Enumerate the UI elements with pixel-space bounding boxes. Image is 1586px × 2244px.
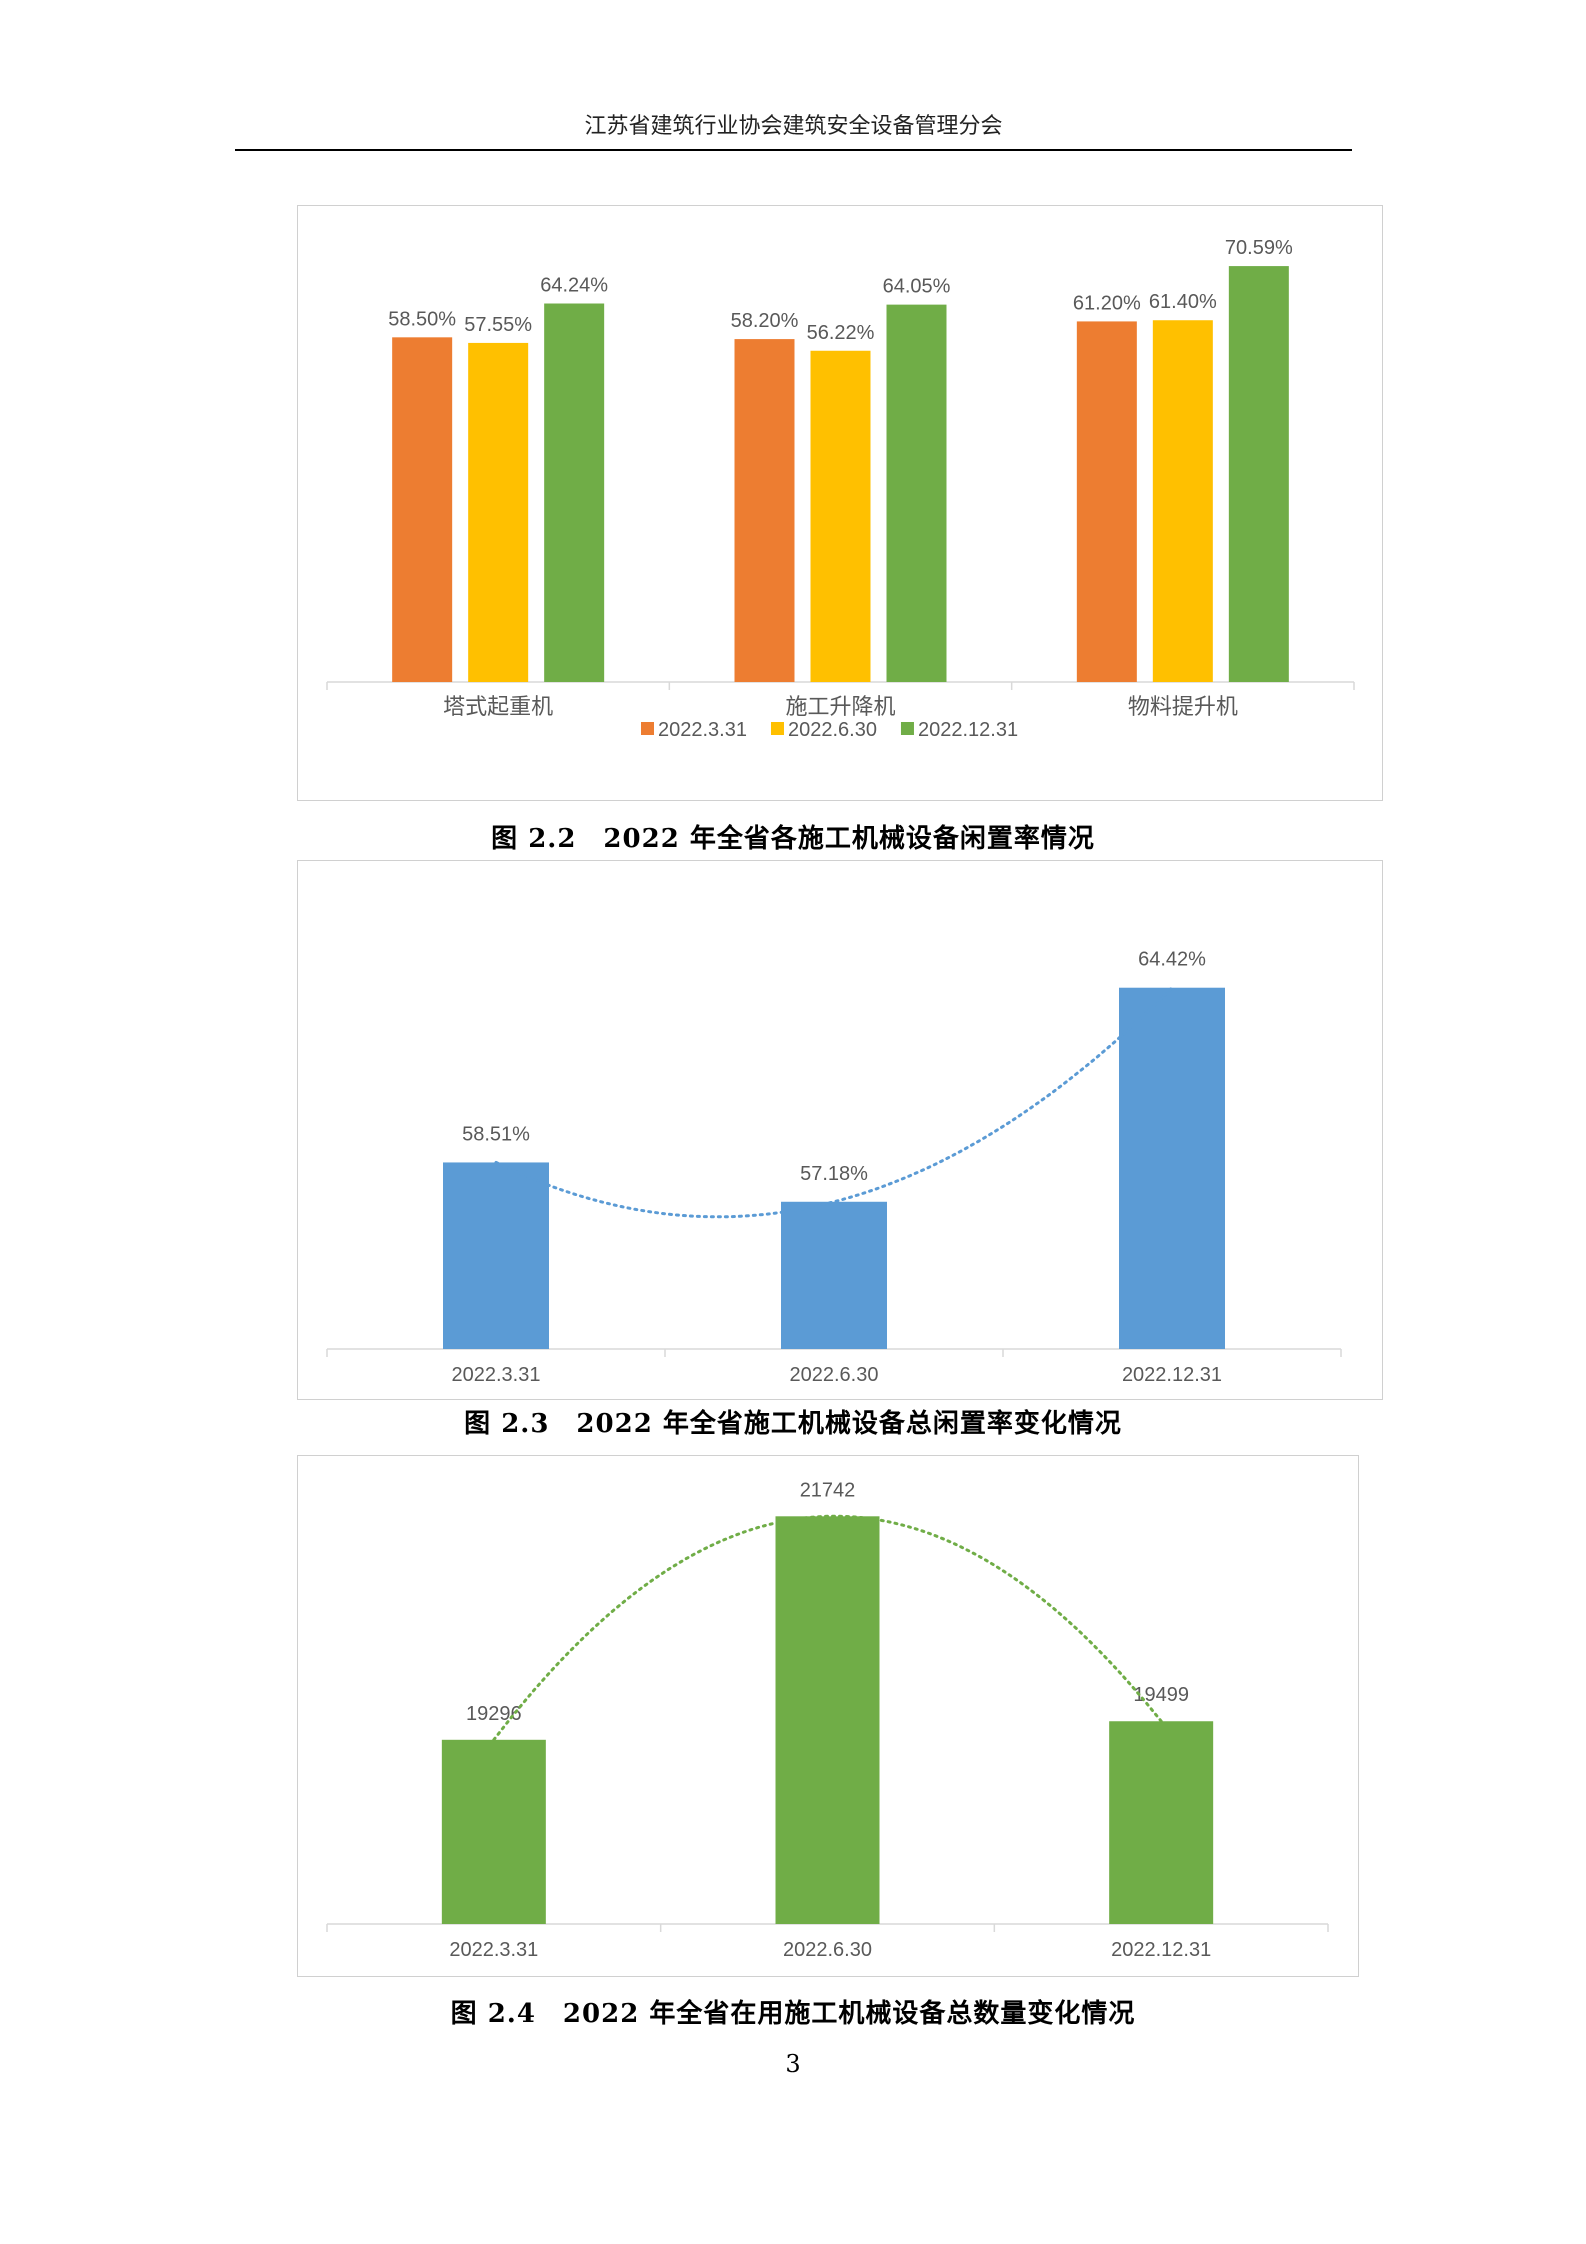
bar [1228,266,1289,682]
x-tick-label: 2022.12.31 [1122,1364,1222,1386]
chart-equipment-count: 19296 2022.3.31 21742 2022.6.30 19499 2022.12… [297,1455,1359,1977]
data-label: 21742 [800,1479,856,1501]
bar [886,304,947,682]
data-label: 19296 [466,1703,522,1725]
document-header: 江苏省建筑行业协会建筑安全设备管理分会 [584,114,1003,139]
bar [1109,1721,1214,1924]
trendline [492,1514,1163,1742]
data-label: 64.05% [883,276,951,298]
chart-total-idle-rate-svg: 58.51% 2022.3.31 57.18% 2022.6.30 64.42% 2022… [326,949,1342,1386]
data-label: 58.51% [462,1123,530,1145]
x-tick-label: 物料提升机 [1128,694,1238,719]
bar [1076,321,1137,682]
legend-label: 2022.6.30 [788,719,877,741]
data-label: 61.20% [1073,292,1141,314]
chart-total-idle-rate: 58.51% 2022.3.31 57.18% 2022.6.30 64.42% 2022… [297,860,1383,1400]
trendline [494,986,1174,1219]
x-tick-label: 2022.6.30 [783,1939,872,1961]
bar [392,337,453,682]
data-label: 57.18% [800,1163,868,1185]
chart-equipment-count-svg: 19296 2022.3.31 21742 2022.6.30 19499 2022.12… [326,1479,1329,1961]
caption-figure-2-4: 图 2.4 2022 年全省在用施工机械设备总数量变化情况 [450,1999,1136,2029]
header-rule [235,149,1352,151]
legend-swatch [770,722,784,735]
legend-label: 2022.12.31 [918,719,1018,741]
bar [781,1201,887,1349]
bar [468,342,529,682]
caption-figure-2-3: 图 2.3 2022 年全省施工机械设备总闲置率变化情况 [464,1409,1122,1439]
data-label: 57.55% [464,314,532,336]
bar [775,1516,880,1924]
page-number: 3 [785,2050,801,2078]
data-label: 56.22% [807,322,875,344]
data-label: 58.20% [731,310,799,332]
x-tick-label: 塔式起重机 [443,694,553,719]
chart-idle-rate-by-type: 58.50% 57.55% 64.24% 塔式起重机 58.20% 56.22% 64.05… [297,205,1383,801]
x-tick-label: 2022.3.31 [452,1364,541,1386]
caption-figure-2-2: 图 2.2 2022 年全省各施工机械设备闲置率情况 [491,824,1095,854]
x-tick-label: 2022.12.31 [1111,1939,1211,1961]
legend-label: 2022.3.31 [658,719,747,741]
bar [441,1739,546,1924]
bar [443,1162,549,1349]
data-label: 58.50% [388,308,456,330]
bar [1152,320,1213,682]
data-label: 19499 [1133,1684,1189,1706]
data-label: 64.42% [1138,949,1206,971]
data-label: 70.59% [1225,237,1293,259]
legend-swatch [900,722,914,735]
bar [1119,987,1225,1349]
legend-swatch [641,722,654,735]
bar [544,303,605,682]
data-label: 61.40% [1149,291,1217,313]
x-tick-label: 施工升降机 [785,694,895,719]
chart-idle-rate-by-type-svg: 58.50% 57.55% 64.24% 塔式起重机 58.20% 56.22% 64.05… [326,237,1355,741]
x-tick-label: 2022.6.30 [790,1364,879,1386]
x-tick-label: 2022.3.31 [449,1939,538,1961]
bar [810,350,871,682]
bar [734,339,795,682]
data-label: 64.24% [540,275,608,297]
